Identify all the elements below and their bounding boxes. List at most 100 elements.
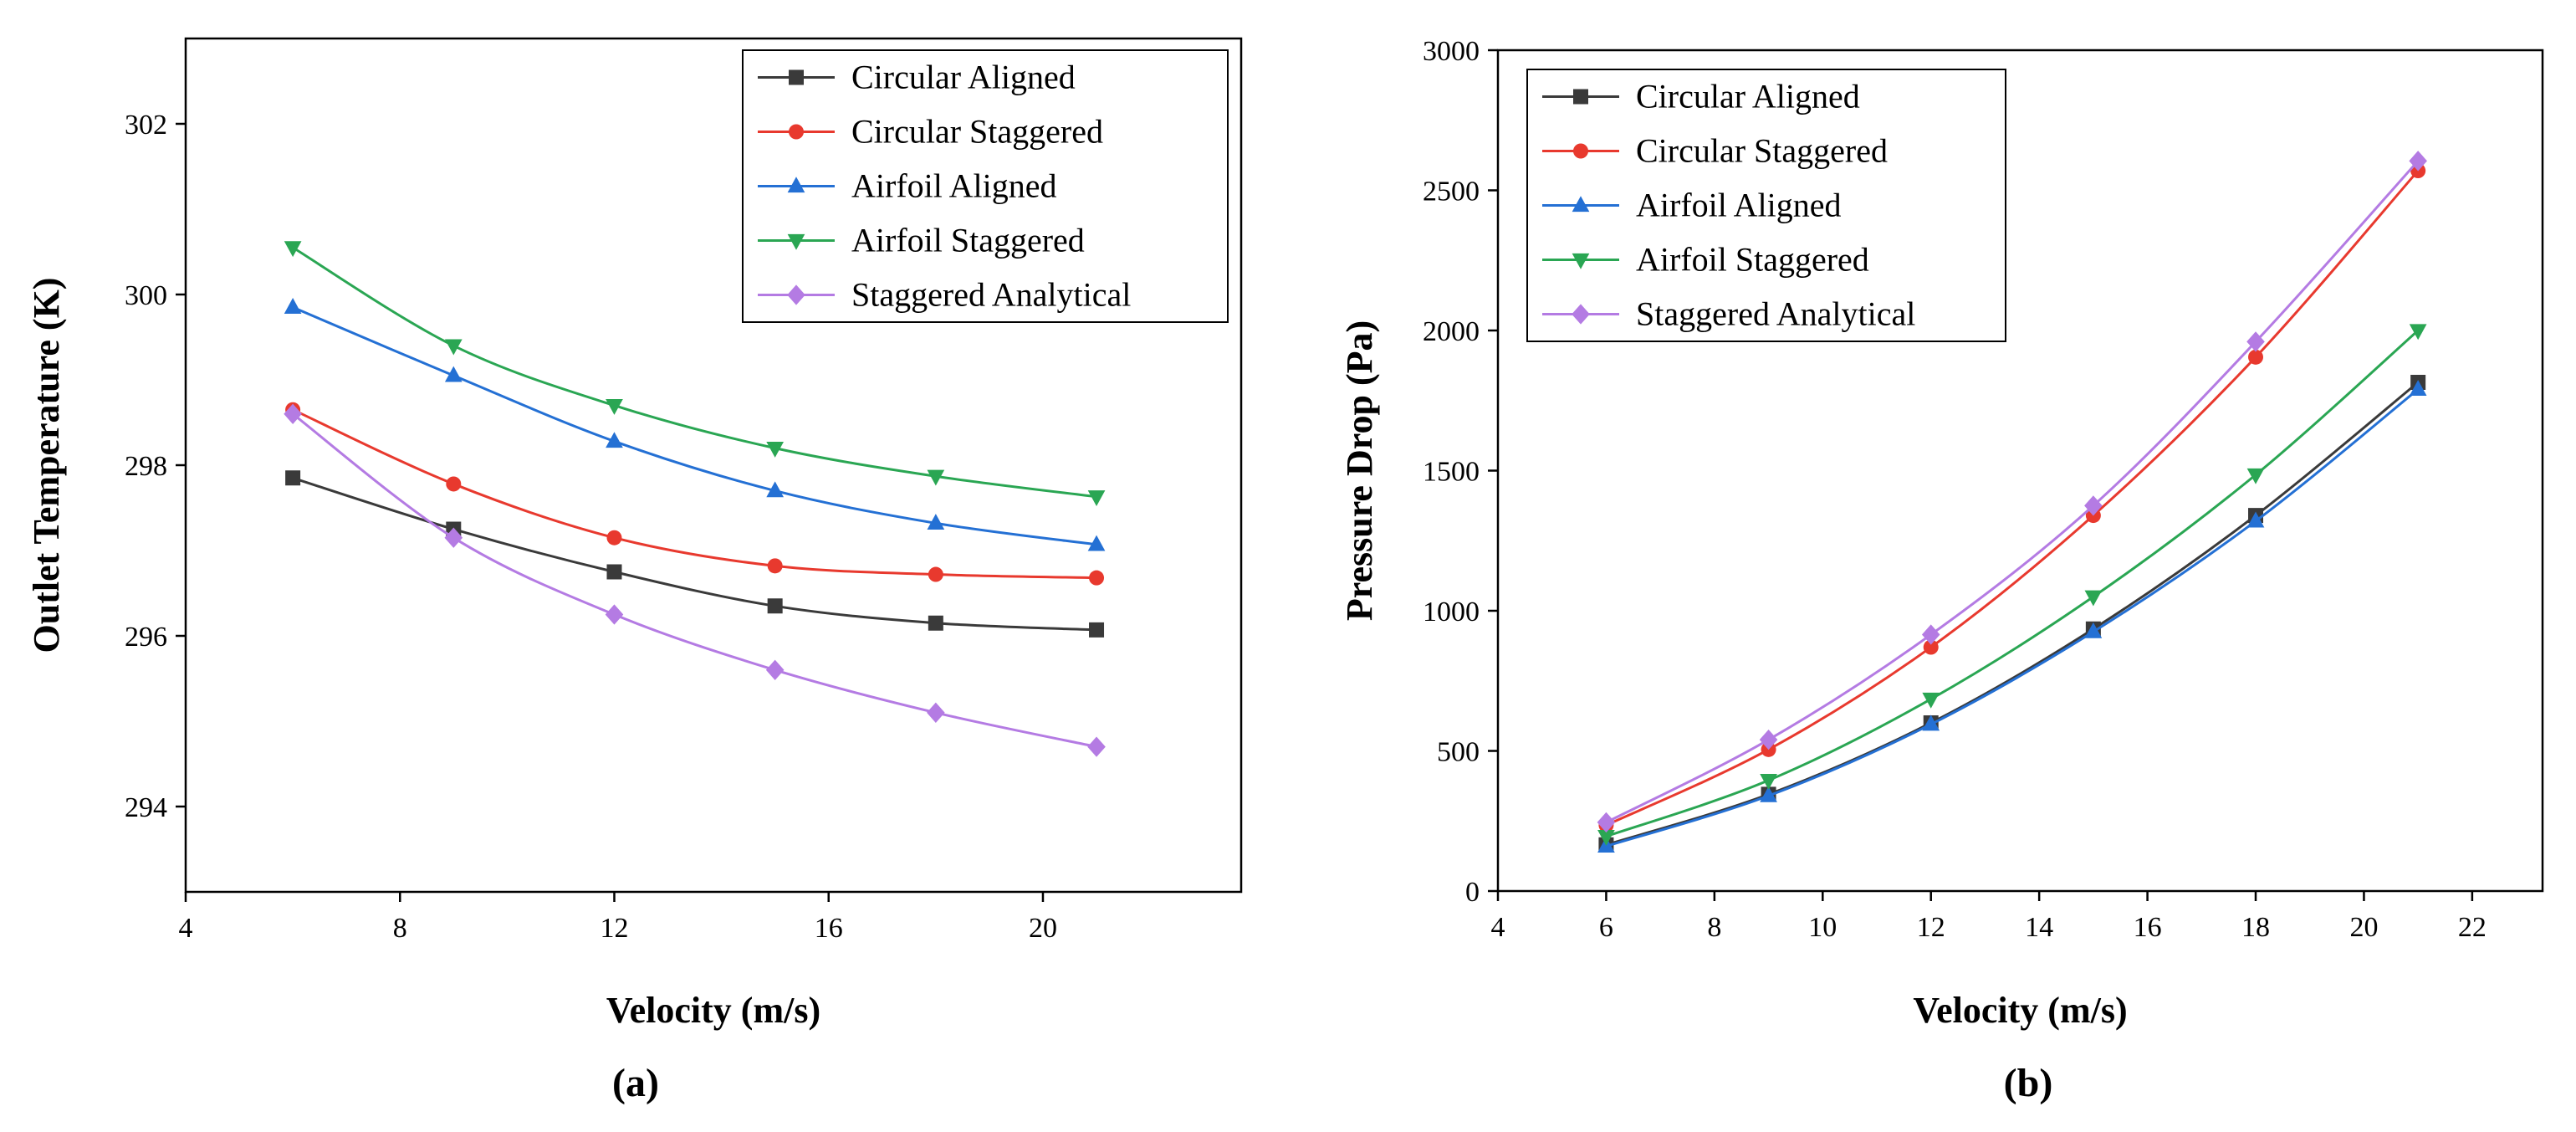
data-point (1921, 624, 1940, 645)
data-point (2246, 331, 2265, 352)
y-tick-label: 294 (125, 792, 167, 823)
y-tick-label: 296 (125, 622, 167, 653)
legend-label: Airfoil Aligned (851, 167, 1057, 205)
data-point (1089, 622, 1105, 638)
data-point (284, 298, 302, 314)
data-point (1597, 812, 1616, 833)
series-staggered-analytical (284, 403, 1106, 757)
data-point (2248, 349, 2264, 365)
legend-swatch-marker (789, 69, 804, 85)
series-line (1605, 388, 2420, 848)
y-tick-label: 1500 (1423, 457, 1480, 488)
legend-item: Circular Staggered (758, 113, 1103, 151)
legend-item: Airfoil Aligned (758, 167, 1057, 205)
y-tick-label: 298 (125, 451, 167, 482)
data-point (928, 566, 943, 582)
data-point (444, 339, 463, 356)
legend-item: Staggered Analytical (1542, 295, 1915, 333)
series-line (1605, 160, 2420, 824)
data-point (1760, 774, 1777, 790)
data-point (284, 403, 302, 424)
x-tick-label: 20 (1029, 913, 1057, 944)
data-point (284, 241, 302, 258)
legend-label: Circular Staggered (1636, 132, 1888, 170)
x-tick-label: 20 (2349, 912, 2378, 943)
panel-label-b: (b) (2004, 1061, 2053, 1105)
legend-swatch-marker (787, 233, 805, 250)
series-circular-aligned (1598, 374, 2426, 853)
series-line (1605, 381, 2420, 847)
data-point (1922, 715, 1940, 731)
legend-swatch-marker (1572, 304, 1590, 325)
data-point (767, 558, 783, 574)
x-tick-label: 4 (179, 913, 193, 944)
data-point (928, 615, 943, 631)
legend: Circular Aligned Circular Staggered Airfoi… (1526, 69, 2006, 342)
series-line (292, 412, 1097, 749)
data-point (927, 469, 945, 486)
legend-swatch-marker (787, 177, 805, 193)
legend-label: Circular Staggered (851, 113, 1103, 151)
panel-b-chart: 4 6 8 10 12 14 16 18 20 22 0 500 1000 1500 2000 2500 300… (1339, 36, 2544, 1031)
data-point (766, 481, 785, 498)
data-point (1759, 729, 1778, 750)
y-tick-label: 2000 (1423, 316, 1480, 347)
x-tick-label: 12 (1917, 912, 1945, 943)
y-tick-label: 1000 (1423, 597, 1480, 627)
x-axis-title: Velocity (m/s) (606, 990, 820, 1031)
data-point (605, 604, 624, 625)
series-line (292, 408, 1097, 580)
y-tick-label: 302 (125, 110, 167, 141)
legend-item: Circular Aligned (758, 59, 1076, 96)
x-tick-label: 16 (815, 913, 843, 944)
y-axis-title: Outlet Temperature (K) (26, 278, 67, 653)
series-line (1605, 329, 2420, 838)
panel-a-chart: 4 8 12 16 20 294 296 298 300 302 Velocity (m/s) Out… (26, 37, 1243, 1031)
legend-label: Circular Aligned (851, 59, 1076, 96)
x-tick-label: 4 (1491, 912, 1505, 943)
data-point (446, 476, 462, 492)
series-line (1605, 170, 2420, 827)
y-tick-label: 3000 (1423, 36, 1480, 67)
data-point (285, 470, 301, 486)
x-tick-label: 10 (1808, 912, 1837, 943)
data-point (1087, 490, 1106, 506)
data-point (1923, 639, 1939, 655)
series-airfoil-aligned (1597, 380, 2427, 853)
x-tick-label: 18 (2241, 912, 2270, 943)
x-tick-label: 16 (2134, 912, 2162, 943)
data-point (2084, 622, 2103, 638)
legend-item: Circular Aligned (1542, 78, 1860, 115)
legend-swatch-marker (787, 284, 805, 305)
legend-item: Airfoil Aligned (1542, 187, 1842, 224)
data-point (1087, 535, 1106, 551)
y-tick-label: 2500 (1423, 177, 1480, 207)
series-staggered-analytical (1597, 151, 2427, 833)
y-tick-label: 0 (1465, 877, 1480, 908)
data-point (2084, 590, 2103, 607)
y-tick-label: 300 (125, 280, 167, 311)
legend-label: Staggered Analytical (851, 276, 1131, 314)
data-point (606, 432, 623, 448)
data-point (2409, 151, 2427, 172)
y-axis-title: Pressure Drop (Pa) (1339, 320, 1380, 621)
x-tick-label: 12 (600, 913, 628, 944)
data-point (766, 441, 785, 458)
x-tick-label: 8 (393, 913, 407, 944)
series-line (292, 305, 1097, 546)
data-point (2246, 511, 2265, 528)
data-point (444, 366, 463, 382)
x-tick-label: 14 (2025, 912, 2053, 943)
series-airfoil-staggered (1597, 324, 2427, 846)
legend-swatch-marker (1573, 89, 1588, 105)
legend-item: Staggered Analytical (758, 276, 1131, 314)
panel-label-a: (a) (612, 1061, 659, 1105)
data-point (606, 564, 622, 580)
data-point (2409, 324, 2427, 341)
data-point (1087, 736, 1106, 757)
legend-label: Circular Aligned (1636, 78, 1860, 115)
legend-swatch-marker (789, 124, 804, 140)
y-tick-label: 500 (1437, 737, 1480, 768)
legend-label: Airfoil Staggered (1636, 241, 1869, 279)
